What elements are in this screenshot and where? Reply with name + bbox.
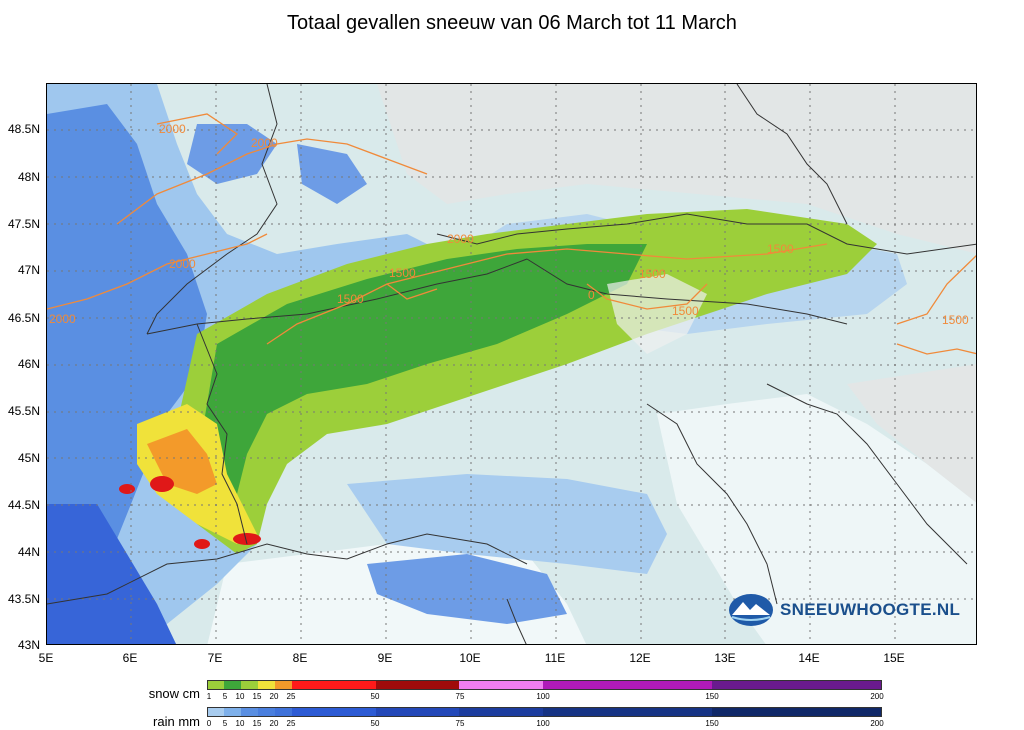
- logo-text: SNEEUWHOOGTE.NL: [780, 600, 961, 619]
- lat-label: 45N: [17, 451, 40, 465]
- contour-label: 1500: [389, 266, 416, 280]
- rain-mid-jura: [187, 124, 277, 184]
- rain-heavy-southwest: [47, 504, 177, 644]
- contour-label: 0: [588, 288, 595, 302]
- lat-label: 46.5N: [7, 311, 40, 325]
- lat-label: 46N: [17, 357, 40, 371]
- lon-label: 12E: [629, 651, 651, 665]
- adriatic-sea: [657, 394, 976, 644]
- lat-label: 43.5N: [7, 592, 40, 606]
- lon-label: 6E: [122, 651, 138, 665]
- lon-label: 8E: [292, 651, 308, 665]
- map-title: Totaal gevallen sneeuw van 06 March tot …: [287, 12, 737, 34]
- rain-legend-ticks: 0 5 10 15 20 25 50 75 100 150 200: [206, 719, 884, 729]
- snow-max-spot: [194, 539, 210, 549]
- contour-label: 1500: [337, 292, 364, 306]
- rain-mid-ligurian: [367, 554, 567, 624]
- rain-tick: 10: [235, 719, 245, 728]
- lon-label: 14E: [798, 651, 820, 665]
- rain-tick: 5: [222, 719, 228, 728]
- snow-tick: 75: [455, 692, 465, 701]
- lat-label: 47N: [17, 263, 40, 277]
- snow-max-spot: [119, 484, 135, 494]
- rain-legend-bar: [207, 707, 882, 717]
- snow-tick: 20: [269, 692, 279, 701]
- graticule: [47, 84, 976, 644]
- rain-tick: 20: [269, 719, 279, 728]
- balkan-land: [847, 364, 976, 503]
- rain-tick: 150: [705, 719, 719, 728]
- height-contours: [47, 113, 976, 355]
- rain-light-po: [347, 474, 667, 574]
- rain-legend-label: rain mm: [153, 714, 200, 729]
- snow-tick: 1: [206, 692, 212, 701]
- rain-tick: 75: [455, 719, 465, 728]
- snow-tick: 10: [235, 692, 245, 701]
- mountain-globe-icon: [729, 594, 773, 626]
- contour-label: 1500: [767, 242, 794, 256]
- rain-tick: 100: [536, 719, 550, 728]
- lat-label: 45.5N: [7, 404, 40, 418]
- northern-lowland: [377, 84, 976, 254]
- lat-label: 44.5N: [7, 498, 40, 512]
- contour-label: 2000: [251, 136, 278, 150]
- lon-label: 9E: [377, 651, 393, 665]
- snow-max-spot: [150, 476, 174, 492]
- lat-label: 44N: [17, 545, 40, 559]
- lat-label: 48.5N: [7, 122, 40, 136]
- lon-label: 10E: [459, 651, 481, 665]
- lon-label: 5E: [38, 651, 54, 665]
- snow-band-green: [197, 244, 647, 504]
- snow-tick: 200: [870, 692, 884, 701]
- rain-tick: 15: [252, 719, 262, 728]
- rain-tick: 200: [870, 719, 884, 728]
- snow-tick: 50: [370, 692, 380, 701]
- snow-tick: 100: [536, 692, 550, 701]
- lat-label: 48N: [17, 170, 40, 184]
- snow-tick: 25: [286, 692, 296, 701]
- rain-tick: 50: [370, 719, 380, 728]
- contour-label: 1500: [639, 267, 666, 281]
- rain-tick: 25: [286, 719, 296, 728]
- contour-label: 2000: [169, 257, 196, 271]
- snow-legend-label: snow cm: [148, 686, 200, 701]
- snowfall-map: [47, 84, 976, 644]
- snow-legend-bar: [207, 680, 882, 690]
- lon-label: 7E: [207, 651, 223, 665]
- lat-label: 47.5N: [7, 217, 40, 231]
- rain-tick: 0: [206, 719, 212, 728]
- bare-peaks: [607, 274, 707, 354]
- snow-legend-ticks: 1 5 10 15 20 25 50 75 100 150 200: [206, 692, 884, 702]
- map-canvas[interactable]: 2000 2000 2000 2000 2000 1500 1500 1500 …: [46, 83, 977, 645]
- rain-mid-blackforest: [297, 144, 367, 204]
- snow-max-spot: [233, 533, 261, 545]
- snow-tick: 15: [252, 692, 262, 701]
- lon-label: 13E: [714, 651, 736, 665]
- contour-label: 2000: [49, 312, 76, 326]
- snow-tick: 5: [222, 692, 228, 701]
- contour-label: 2000: [447, 232, 474, 246]
- lon-label: 11E: [544, 651, 566, 665]
- lon-label: 15E: [883, 651, 905, 665]
- lat-label: 43N: [17, 638, 40, 652]
- snow-tick: 150: [705, 692, 719, 701]
- logo[interactable]: SNEEUWHOOGTE.NL: [728, 593, 960, 627]
- contour-label: 2000: [159, 122, 186, 136]
- contour-label: 1500: [942, 313, 969, 327]
- contour-label: 1500: [672, 304, 699, 318]
